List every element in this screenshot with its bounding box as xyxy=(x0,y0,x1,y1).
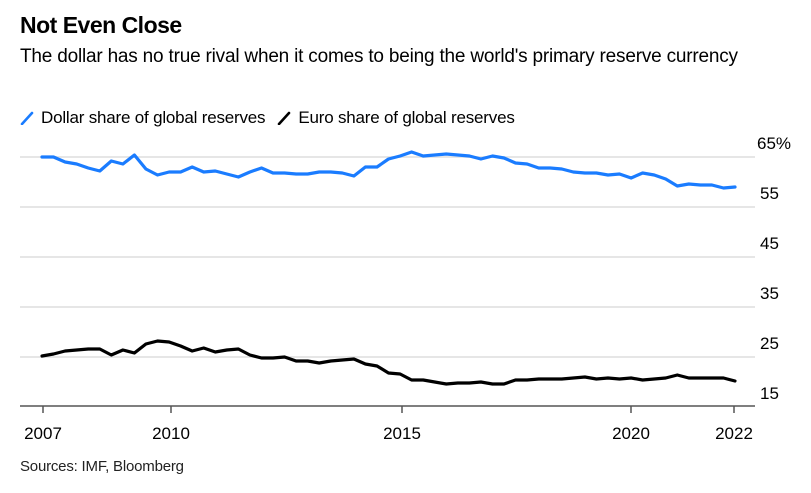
series-line-euro xyxy=(40,339,737,386)
x-tick-label: 2007 xyxy=(24,424,62,443)
x-tick-label: 2020 xyxy=(612,424,650,443)
legend-item-dollar: Dollar share of global reserves xyxy=(20,108,266,128)
legend-label-euro: Euro share of global reserves xyxy=(298,108,515,127)
y-tick-label: 15 xyxy=(760,384,779,403)
y-tick-label: 65% xyxy=(757,134,791,153)
y-tick-label: 25 xyxy=(760,334,779,353)
legend-label-dollar: Dollar share of global reserves xyxy=(41,108,266,127)
chart-title: Not Even Close xyxy=(20,12,182,38)
x-tick-label: 2022 xyxy=(715,424,753,443)
y-tick-label: 35 xyxy=(760,284,779,303)
source-note: Sources: IMF, Bloomberg xyxy=(20,458,184,475)
y-tick-label: 55 xyxy=(760,184,779,203)
x-tick-label: 2010 xyxy=(152,424,190,443)
chart-subtitle: The dollar has no true rival when it com… xyxy=(20,46,738,67)
x-tick-label: 2015 xyxy=(383,424,421,443)
legend: Dollar share of global reserves Euro sha… xyxy=(20,108,527,128)
y-tick-label: 45 xyxy=(760,234,779,253)
legend-swatch-dollar-icon xyxy=(20,111,34,125)
legend-item-euro: Euro share of global reserves xyxy=(277,108,515,128)
legend-swatch-euro-icon xyxy=(278,111,291,125)
series-line-dollar xyxy=(40,150,737,190)
